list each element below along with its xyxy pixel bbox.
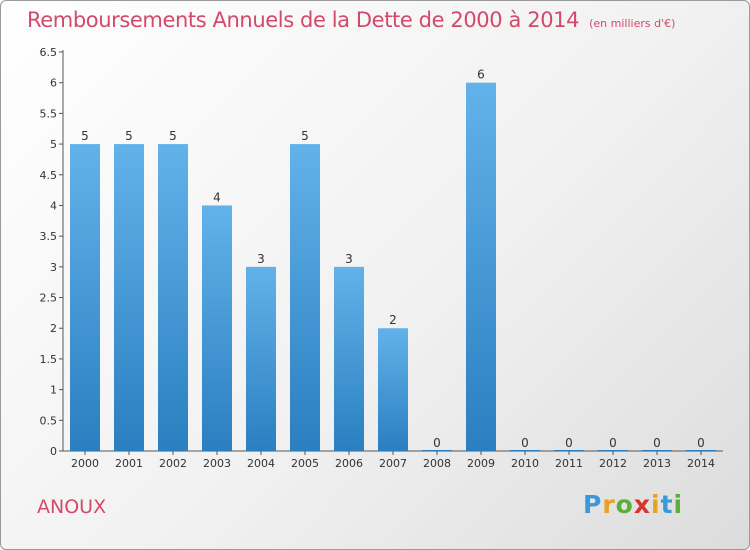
x-tick-label: 2003 (203, 457, 231, 470)
data-label: 0 (697, 436, 705, 450)
chart-title-text: Remboursements Annuels de la Dette de 20… (27, 8, 580, 32)
bar (290, 144, 320, 452)
bar (114, 144, 144, 452)
x-tick-label: 2006 (335, 457, 363, 470)
data-label: 5 (169, 129, 177, 143)
data-label: 5 (301, 129, 309, 143)
x-tick-label: 2001 (115, 457, 143, 470)
x-tick-label: 2002 (159, 457, 187, 470)
logo-letter: x (633, 490, 651, 519)
logo-letter: t (660, 490, 674, 519)
data-label: 5 (81, 129, 89, 143)
data-label: 0 (433, 436, 441, 450)
logo-letter: i (651, 490, 661, 519)
data-label: 5 (125, 129, 133, 143)
x-tick-label: 2010 (511, 457, 539, 470)
x-tick-label: 2009 (467, 457, 495, 470)
y-tick-label: 4 (50, 199, 57, 212)
x-tick-label: 2014 (687, 457, 715, 470)
bar (246, 266, 276, 451)
commune-name: ANOUX (37, 496, 107, 518)
bar (70, 144, 100, 452)
bar (598, 450, 628, 451)
x-tick-label: 2013 (643, 457, 671, 470)
y-tick-label: 3.5 (40, 230, 58, 243)
data-label: 3 (345, 252, 353, 266)
y-tick-label: 0 (50, 445, 57, 458)
bar (378, 328, 408, 451)
bar (466, 82, 496, 451)
proxiti-logo: Proxiti (583, 490, 683, 519)
bar (686, 450, 716, 451)
logo-letter: P (583, 490, 603, 519)
y-tick-label: 3 (50, 261, 57, 274)
x-tick-label: 2012 (599, 457, 627, 470)
data-label: 0 (521, 436, 529, 450)
bar (202, 205, 232, 451)
bar (158, 144, 188, 452)
x-tick-label: 2011 (555, 457, 583, 470)
y-tick-label: 1.5 (40, 353, 58, 366)
data-label: 3 (257, 252, 265, 266)
bar (422, 450, 452, 451)
x-tick-label: 2000 (71, 457, 99, 470)
bar (642, 450, 672, 451)
bar (554, 450, 584, 451)
y-tick-label: 2.5 (40, 292, 58, 305)
data-label: 4 (213, 190, 221, 204)
y-tick-label: 1 (50, 384, 57, 397)
data-label: 0 (609, 436, 617, 450)
bar (334, 266, 364, 451)
logo-letter: o (615, 490, 634, 519)
chart-title: Remboursements Annuels de la Dette de 20… (27, 8, 675, 32)
y-tick-label: 4.5 (40, 169, 58, 182)
y-tick-label: 0.5 (40, 414, 58, 427)
y-tick-label: 6 (50, 77, 57, 90)
x-tick-label: 2007 (379, 457, 407, 470)
chart-unit: (en milliers d'€) (589, 17, 676, 30)
x-tick-label: 2004 (247, 457, 275, 470)
logo-letter: i (673, 490, 684, 519)
data-label: 2 (389, 313, 397, 327)
data-label: 6 (477, 68, 485, 82)
y-tick-label: 6.5 (40, 46, 58, 59)
y-tick-label: 5.5 (40, 107, 58, 120)
logo-letter: r (602, 490, 616, 519)
y-tick-label: 5 (50, 138, 57, 151)
x-tick-label: 2008 (423, 457, 451, 470)
data-label: 0 (565, 436, 573, 450)
data-label: 0 (653, 436, 661, 450)
x-tick-label: 2005 (291, 457, 319, 470)
y-tick-label: 2 (50, 322, 57, 335)
bar (510, 450, 540, 451)
